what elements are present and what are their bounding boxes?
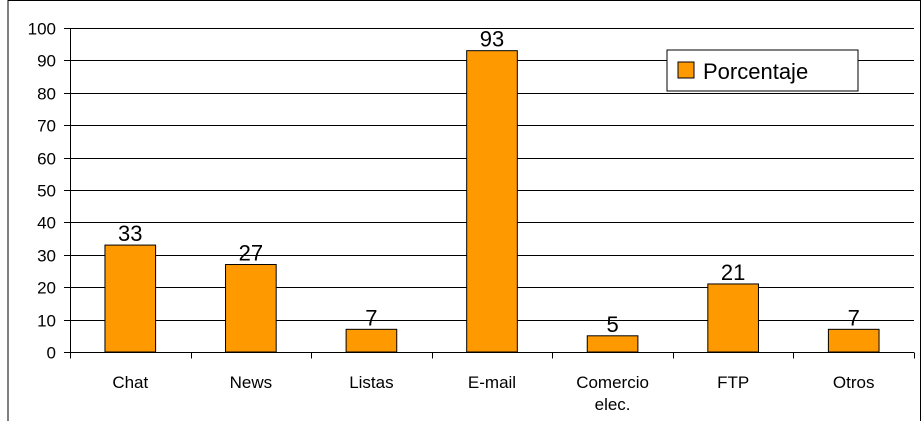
data-label: 5 <box>606 312 618 337</box>
x-tick-label-line: elec. <box>595 395 631 414</box>
bar-comercio-elec <box>586 335 639 353</box>
x-tick-label: News <box>230 373 273 392</box>
y-tick-label-80: 80 <box>37 85 56 104</box>
data-labels: 33 27 7 93 5 21 7 <box>118 27 860 337</box>
x-tick-label-line: Otros <box>833 373 875 392</box>
data-label: 93 <box>480 27 504 52</box>
x-tick-label-line: News <box>230 373 273 392</box>
data-label: 7 <box>848 305 860 330</box>
y-tick-label-70: 70 <box>37 117 56 136</box>
bar-otros <box>827 328 880 353</box>
data-label: 27 <box>239 241 263 266</box>
legend-box <box>666 49 859 92</box>
y-tick-label-30: 30 <box>37 247 56 266</box>
legend: Porcentaje <box>666 49 859 92</box>
x-tick-label: Otros <box>833 373 875 392</box>
y-tick-label-40: 40 <box>37 214 56 233</box>
y-tick-label-90: 90 <box>37 52 56 71</box>
x-tick-label-line: E-mail <box>468 373 516 392</box>
x-tick-label: Listas <box>349 373 393 392</box>
x-tick-label-line: Comercio <box>576 373 649 392</box>
x-tick-label: E-mail <box>468 373 516 392</box>
y-tick-label-0: 0 <box>47 344 56 363</box>
data-label: 7 <box>365 305 377 330</box>
bar-e-mail <box>466 50 518 353</box>
bar-series-porcentaje <box>104 50 880 353</box>
x-tick-label-line: Chat <box>112 373 148 392</box>
data-label: 33 <box>118 221 142 246</box>
bar-listas <box>345 328 398 353</box>
y-tick-label-20: 20 <box>37 279 56 298</box>
legend-label: Porcentaje <box>703 59 808 84</box>
y-tick-label-10: 10 <box>37 312 56 331</box>
data-label: 21 <box>721 260 745 285</box>
y-tick-label-100: 100 <box>28 20 56 39</box>
bar-ftp <box>707 283 759 353</box>
x-tick-label: Comercio elec. <box>576 373 649 414</box>
x-tick-label: Chat <box>112 373 148 392</box>
y-tick-label-50: 50 <box>37 182 56 201</box>
y-tick-label-60: 60 <box>37 150 56 169</box>
x-tick-label-line: Listas <box>349 373 393 392</box>
x-tick-label: FTP <box>717 373 749 392</box>
y-axis: 0 10 20 30 40 50 60 70 80 90 100 <box>28 20 71 363</box>
legend-swatch <box>677 61 695 79</box>
x-axis: Chat News Listas E-mail Comercio elec. FTP Otro… <box>70 352 915 414</box>
x-tick-label-line: FTP <box>717 373 749 392</box>
bar-news <box>225 264 277 353</box>
bar-chat <box>104 244 157 353</box>
